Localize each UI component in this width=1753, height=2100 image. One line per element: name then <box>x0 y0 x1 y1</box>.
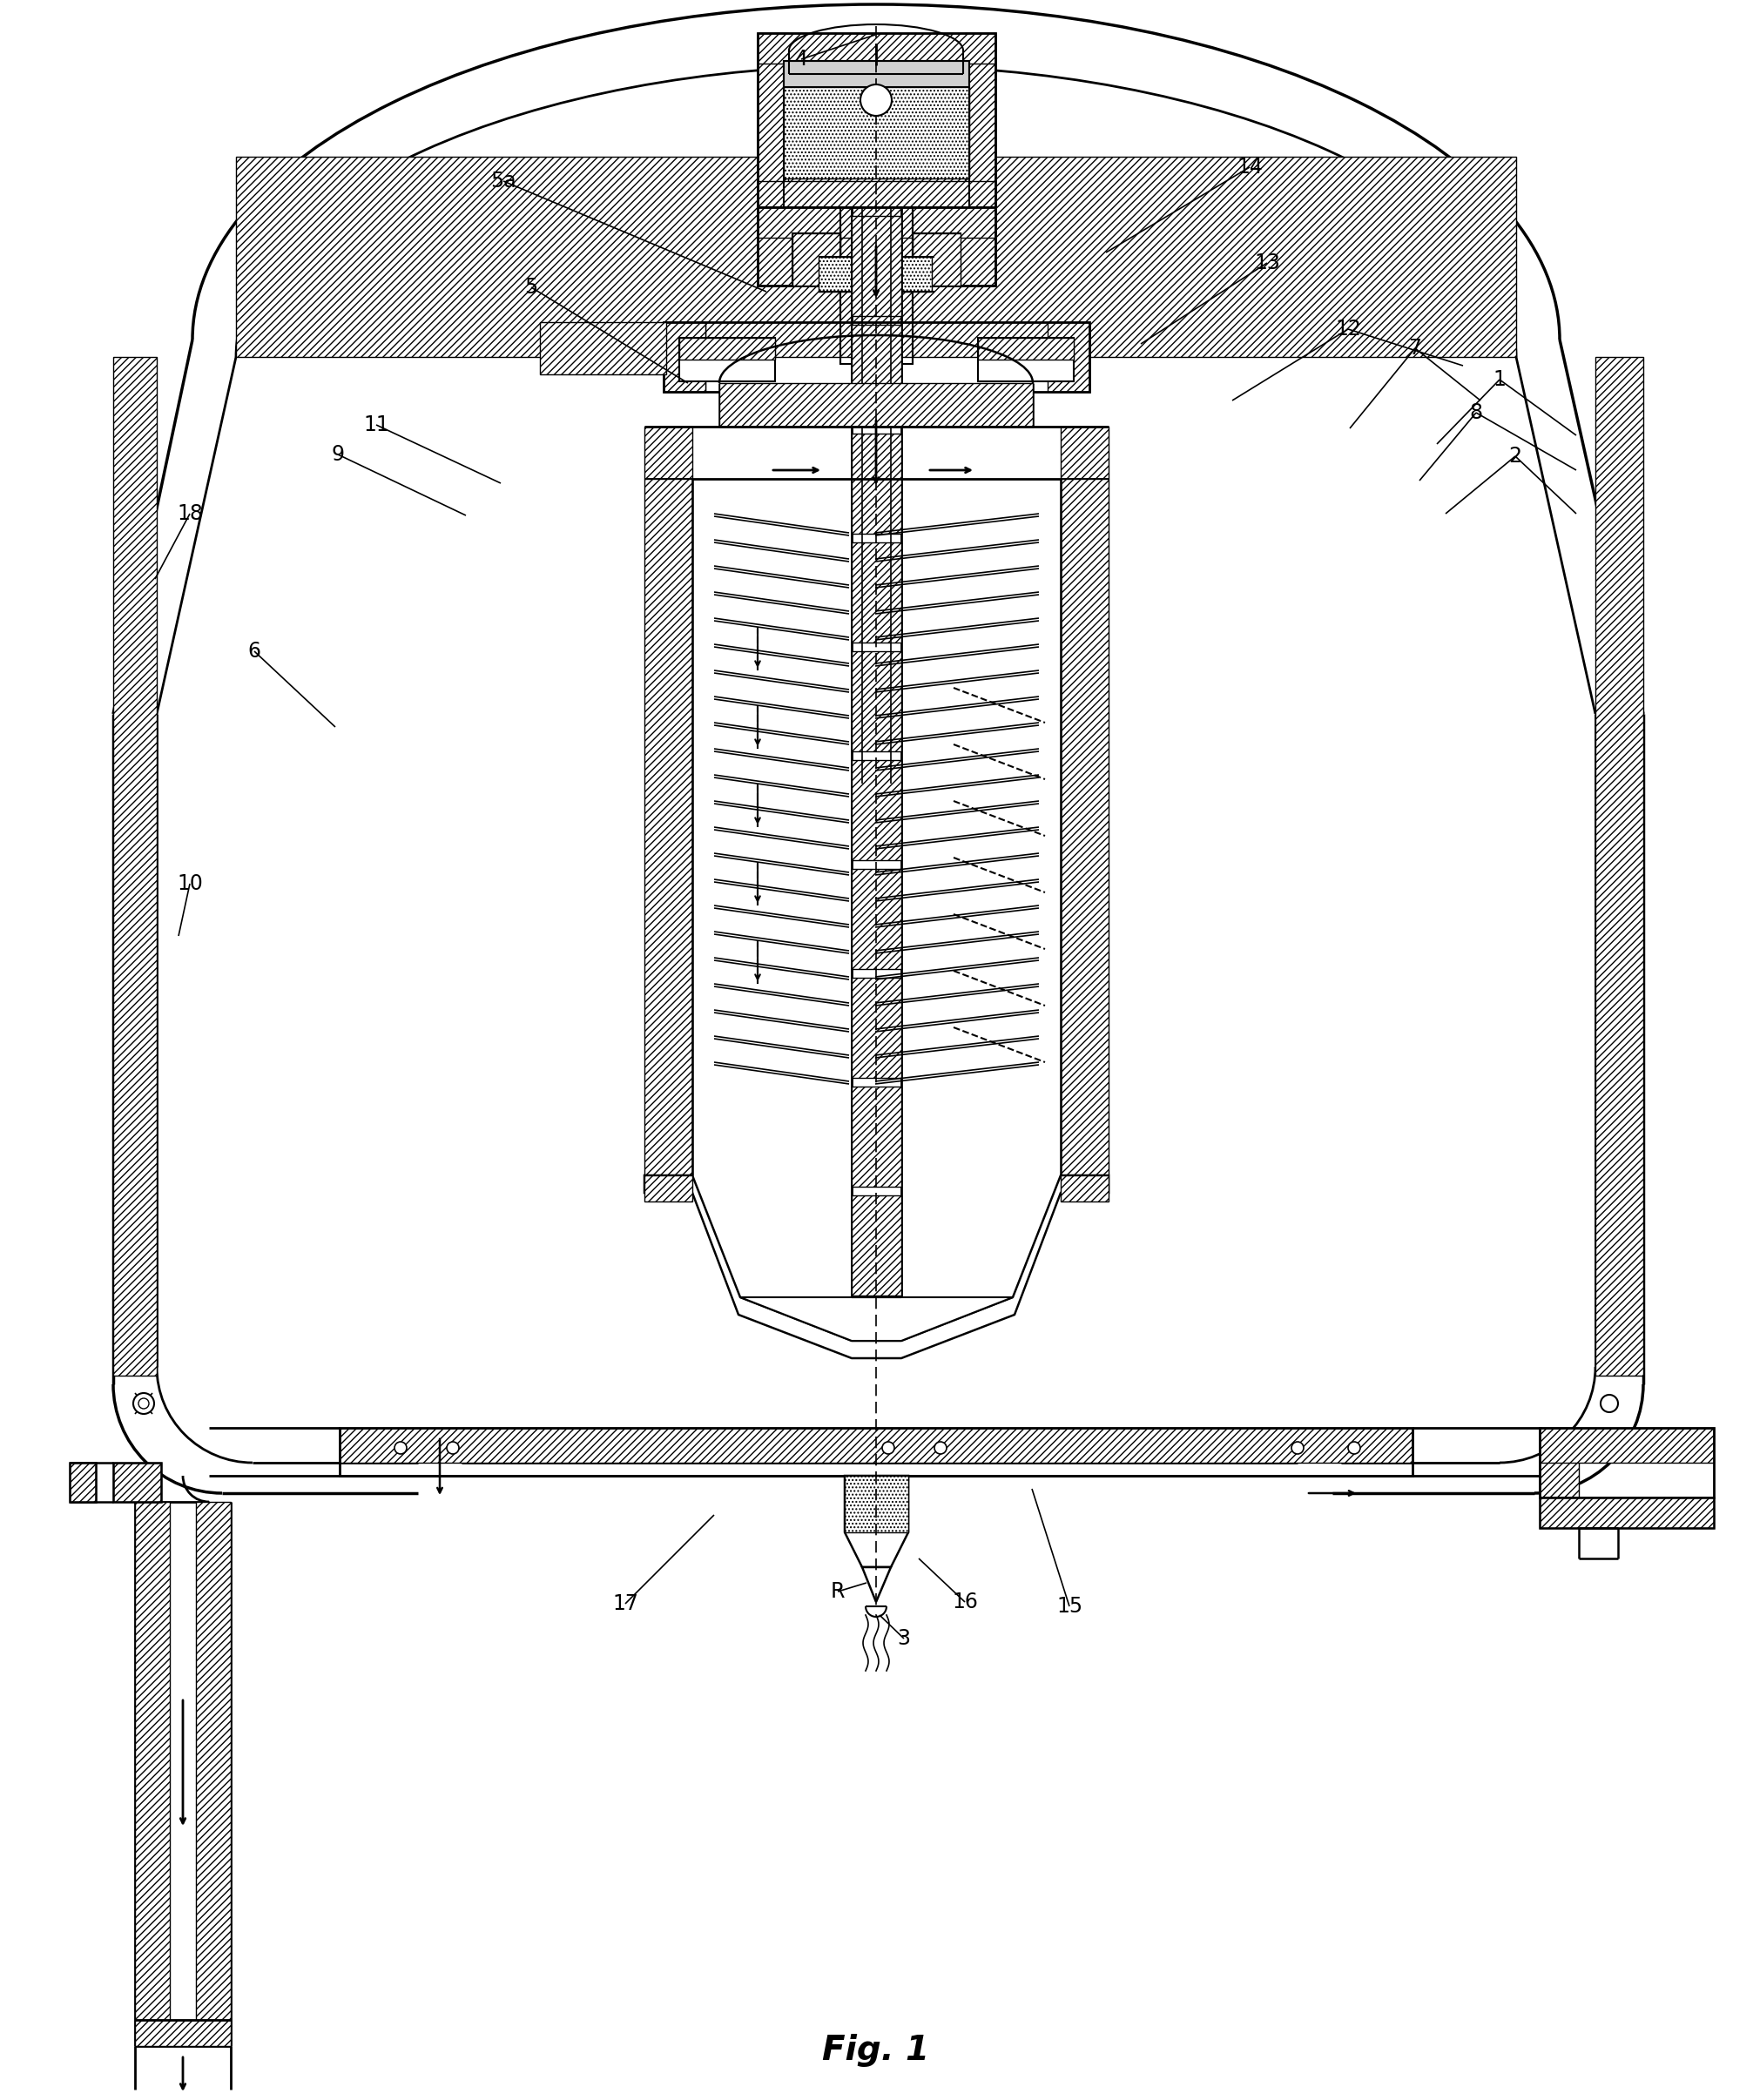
Polygon shape <box>645 1176 1108 1359</box>
Bar <box>1061 1176 1108 1201</box>
Text: 18: 18 <box>177 504 203 525</box>
Bar <box>913 233 961 286</box>
Circle shape <box>1348 1443 1360 1453</box>
Bar <box>1539 1428 1579 1497</box>
Bar <box>757 208 798 286</box>
Bar <box>135 1502 170 2045</box>
Bar <box>340 1428 1413 1464</box>
Bar <box>1061 426 1108 479</box>
Bar <box>1539 1497 1714 1529</box>
Bar <box>955 208 996 286</box>
Bar <box>784 61 969 86</box>
Bar <box>114 357 156 1376</box>
Bar <box>852 433 901 533</box>
Polygon shape <box>862 1567 891 1602</box>
Text: Fig. 1: Fig. 1 <box>822 2033 929 2066</box>
Bar <box>784 86 969 179</box>
Bar <box>1048 321 1089 393</box>
Bar <box>852 651 901 752</box>
Bar <box>852 1086 901 1186</box>
Bar <box>1539 1428 1714 1497</box>
Bar <box>340 1428 1413 1476</box>
Bar <box>1539 1497 1714 1529</box>
Bar <box>852 542 901 643</box>
Circle shape <box>138 1399 149 1409</box>
Bar <box>757 34 996 63</box>
Bar <box>792 233 840 286</box>
Bar <box>757 208 996 237</box>
Bar <box>978 338 1075 359</box>
Text: 10: 10 <box>177 874 203 895</box>
Bar <box>757 208 996 286</box>
Circle shape <box>1600 1394 1618 1411</box>
Text: 1: 1 <box>1494 370 1506 391</box>
Bar <box>1539 1428 1714 1464</box>
Text: 2: 2 <box>1509 445 1522 466</box>
Bar <box>645 479 692 1176</box>
Bar <box>237 158 1516 357</box>
Bar <box>852 216 901 315</box>
Text: 12: 12 <box>1336 319 1360 340</box>
Text: 5: 5 <box>524 277 538 298</box>
Bar <box>70 1464 96 1502</box>
Bar <box>819 256 933 292</box>
Bar <box>784 61 969 210</box>
Text: 8: 8 <box>1469 403 1483 422</box>
Circle shape <box>133 1392 154 1413</box>
Text: 3: 3 <box>898 1628 910 1649</box>
Bar <box>135 2020 231 2045</box>
Bar <box>852 1195 901 1296</box>
Circle shape <box>861 84 892 116</box>
Bar <box>964 34 996 208</box>
Bar <box>1595 357 1643 1376</box>
Bar <box>664 321 1089 393</box>
Text: 13: 13 <box>1253 252 1280 273</box>
Text: 11: 11 <box>363 414 389 435</box>
Text: R: R <box>831 1581 845 1602</box>
Bar <box>645 426 692 479</box>
Text: 17: 17 <box>612 1594 638 1615</box>
Polygon shape <box>845 1476 908 1567</box>
Bar <box>792 233 840 286</box>
Bar <box>645 1176 692 1201</box>
Polygon shape <box>740 1298 1013 1340</box>
Bar <box>664 321 705 393</box>
Bar <box>114 1464 161 1502</box>
Circle shape <box>882 1443 894 1453</box>
Circle shape <box>1292 1443 1304 1453</box>
Text: 5a: 5a <box>491 170 515 191</box>
Bar <box>1061 479 1108 1176</box>
Bar <box>840 208 913 363</box>
Bar <box>852 760 901 861</box>
Bar <box>540 321 666 374</box>
Bar <box>70 1464 96 1502</box>
Bar <box>978 338 1075 382</box>
Bar <box>757 181 996 208</box>
Bar <box>852 869 901 968</box>
Bar <box>196 1502 231 2045</box>
Bar <box>757 34 996 208</box>
Circle shape <box>934 1443 947 1453</box>
Bar <box>664 321 705 393</box>
Bar <box>845 1476 908 1533</box>
Bar <box>757 34 789 208</box>
Bar <box>913 233 961 286</box>
Bar <box>678 338 775 359</box>
Text: 6: 6 <box>247 640 261 662</box>
Bar <box>852 979 901 1077</box>
Text: 7: 7 <box>1409 338 1422 359</box>
Text: 16: 16 <box>952 1592 978 1613</box>
Bar <box>678 338 775 382</box>
Bar <box>719 382 1033 426</box>
Text: 9: 9 <box>331 443 344 464</box>
Text: 15: 15 <box>1057 1596 1083 1617</box>
Circle shape <box>394 1443 407 1453</box>
Text: 14: 14 <box>1236 158 1262 179</box>
Circle shape <box>447 1443 459 1453</box>
Text: 4: 4 <box>794 48 808 69</box>
Bar <box>114 1464 161 1502</box>
Bar <box>852 326 901 424</box>
